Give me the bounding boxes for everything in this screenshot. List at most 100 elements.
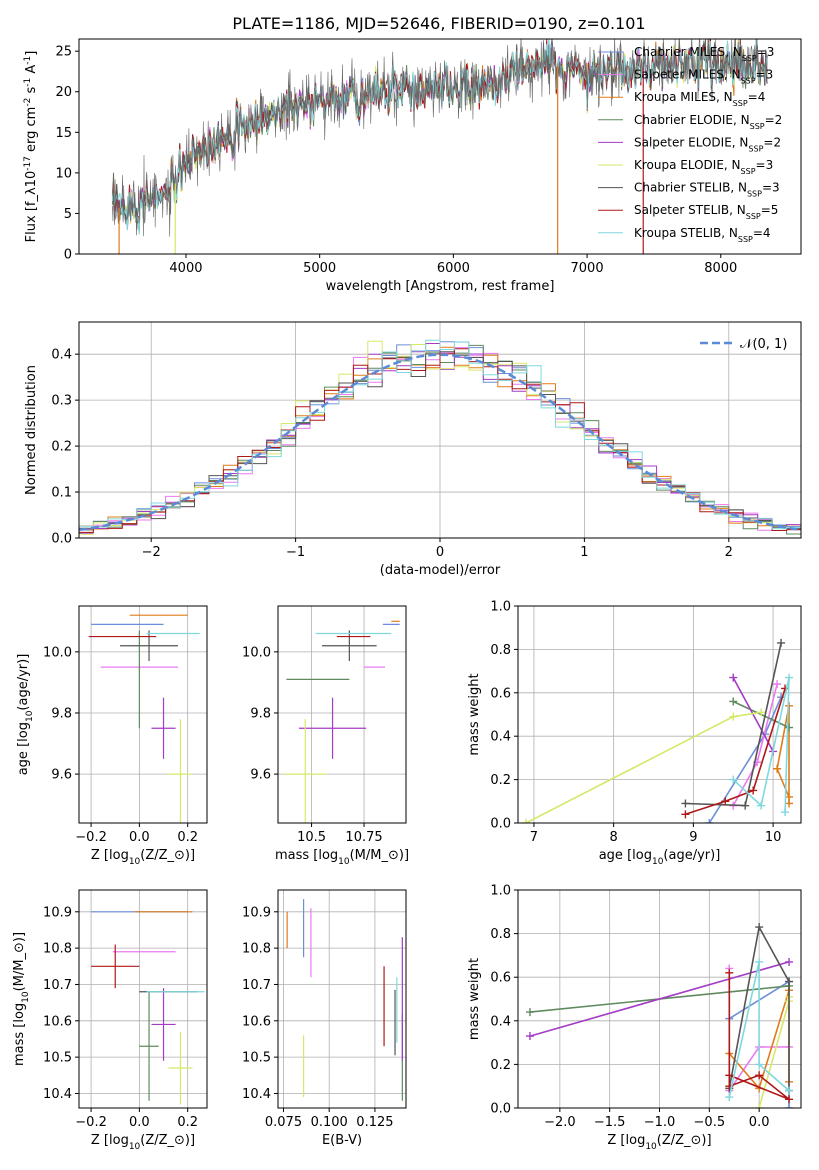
weight-line [732, 677, 774, 752]
x-tick-label: 0.075 [265, 1115, 302, 1130]
legend-entry: Salpeter STELIB, NSSP=5 [634, 203, 778, 221]
x-tick-label: 5000 [303, 261, 336, 276]
residual-histogram [79, 339, 801, 530]
y-tick-label: 10.6 [43, 1014, 72, 1029]
y-tick-label: 25 [55, 45, 72, 60]
y-tick-label: 10.4 [242, 1087, 271, 1102]
weight-vs-age-frame [517, 605, 802, 824]
weight-marker [681, 810, 690, 819]
y-tick-label: 0.1 [51, 486, 72, 501]
y-tick-label: 10.5 [242, 1051, 271, 1066]
x-tick-label: 0 [436, 545, 444, 560]
weight-line [732, 683, 778, 806]
weight-marker [729, 712, 738, 721]
legend-entry: Salpeter MILES, NSSP=3 [634, 68, 773, 86]
x-tick-label: 8000 [704, 261, 737, 276]
y-tick-label: 0.6 [490, 971, 511, 986]
weight-marker [785, 799, 794, 808]
spectrum-frame [78, 38, 802, 255]
model-spectrum-line [111, 39, 768, 230]
y-tick-label: 0.4 [490, 1014, 511, 1029]
weight-marker [781, 684, 790, 693]
y-tick-label: 20 [55, 85, 72, 100]
weight-marker [773, 764, 782, 773]
weight-marker [729, 775, 738, 784]
y-tick-label: 10.6 [242, 1014, 271, 1029]
legend-entry: Kroupa STELIB, NSSP=4 [634, 226, 771, 244]
y-tick-label: 10.8 [43, 942, 72, 957]
weight-marker [721, 797, 730, 806]
y-tick-label: 0.4 [51, 348, 72, 363]
spectrum-marks [111, 39, 768, 254]
weight-marker [785, 1104, 794, 1108]
y-tick-label: 10.9 [242, 905, 271, 920]
x-tick-label: 0.2 [177, 830, 198, 845]
mass-vs-ebv-xlabel: E(B-V) [322, 1133, 362, 1148]
weight-marker [521, 819, 530, 823]
x-tick-label: 0.0 [129, 830, 150, 845]
y-tick-label: 9.6 [250, 768, 271, 783]
weight-marker [755, 1104, 764, 1108]
weight-vs-age-marks [521, 638, 794, 823]
mass-vs-z-marks [91, 911, 205, 1105]
weight-line [685, 688, 786, 816]
y-tick-label: 10.4 [43, 1087, 72, 1102]
y-tick-label: 9.8 [250, 706, 271, 721]
weight-marker [785, 723, 794, 732]
y-tick-label: 1.0 [490, 884, 511, 899]
x-tick-label: 2 [725, 545, 733, 560]
mass-vs-z-xlabel: Z [log10(Z/Z_⊙)] [91, 1133, 195, 1152]
weight-marker [755, 923, 764, 932]
y-tick-label: 0.6 [490, 686, 511, 701]
weight-vs-z-ylabel: mass weight [467, 958, 482, 1040]
y-tick-label: 0.0 [490, 1102, 511, 1117]
weight-line [525, 711, 762, 823]
x-tick-label: 6000 [437, 261, 470, 276]
weight-marker [729, 697, 738, 706]
weight-marker [755, 1060, 764, 1069]
y-tick-label: 0.8 [490, 927, 511, 942]
spectrum-xlabel: wavelength [Angstrom, rest frame] [326, 279, 555, 294]
legend-entry: Kroupa ELODIE, NSSP=3 [634, 158, 773, 176]
age-vs-mass-panel: 10.5 10.75 9.6 9.8 10.0 [242, 605, 407, 845]
weight-line [732, 677, 790, 813]
weight-vs-age-ylabel: mass weight [467, 673, 482, 755]
mass-vs-ebv-panel: 0.075 0.100 0.125 10.4 10.5 10.6 10.7 10.8 10.9 [242, 889, 407, 1130]
weight-marker [755, 1071, 764, 1080]
y-tick-label: 10.5 [43, 1051, 72, 1066]
y-tick-label: 10.9 [43, 905, 72, 920]
x-tick-label: 7 [530, 830, 538, 845]
x-tick-label: 10 [765, 830, 782, 845]
spectrum-ylabel: Flux [f_λ10-17 erg cm-2 s-1 A-1] [23, 51, 39, 243]
y-tick-label: 0.2 [490, 1058, 511, 1073]
x-tick-label: −0.2 [75, 830, 107, 845]
weight-marker [725, 968, 734, 977]
x-tick-label: 0.2 [177, 1115, 198, 1130]
weight-marker [785, 1095, 794, 1104]
weight-marker [705, 819, 714, 823]
legend-entry: Chabrier MILES, NSSP=3 [634, 45, 774, 63]
weight-marker [785, 977, 794, 986]
x-tick-label: 9 [689, 830, 697, 845]
residual-histogram [79, 348, 801, 533]
x-tick-label: −1.5 [594, 1115, 626, 1130]
x-tick-label: 10.5 [297, 830, 326, 845]
weight-line [776, 705, 790, 804]
age-vs-z-xlabel: Z [log10(Z/Z_⊙)] [91, 848, 195, 867]
residuals-ylabel: Normed distribution [24, 365, 39, 495]
weight-marker [725, 1071, 734, 1080]
weight-marker [525, 1032, 534, 1041]
x-tick-label: −2 [142, 545, 161, 560]
x-tick-label: 4000 [169, 261, 202, 276]
weight-vs-age-panel: 7 8 9 10 0.0 0.2 0.4 0.6 0.8 1.0 [490, 600, 802, 845]
y-tick-label: 10.7 [242, 978, 271, 993]
weight-vs-z-panel: −2.0 −1.5 −1.0 −0.5 0.0 0.0 0.2 0.4 0.6 0.8 1.0 [490, 884, 802, 1130]
spectrum-panel: 4000 5000 6000 7000 8000 0 5 10 15 20 25 [55, 38, 802, 276]
weight-marker [755, 957, 764, 966]
y-tick-label: 0.2 [51, 440, 72, 455]
legend-entry: Chabrier ELODIE, NSSP=2 [634, 113, 782, 131]
y-tick-label: 0.4 [490, 730, 511, 745]
age-vs-mass-xlabel: mass [log10(M/M_⊙)] [275, 848, 409, 867]
x-tick-label: −0.5 [694, 1115, 726, 1130]
